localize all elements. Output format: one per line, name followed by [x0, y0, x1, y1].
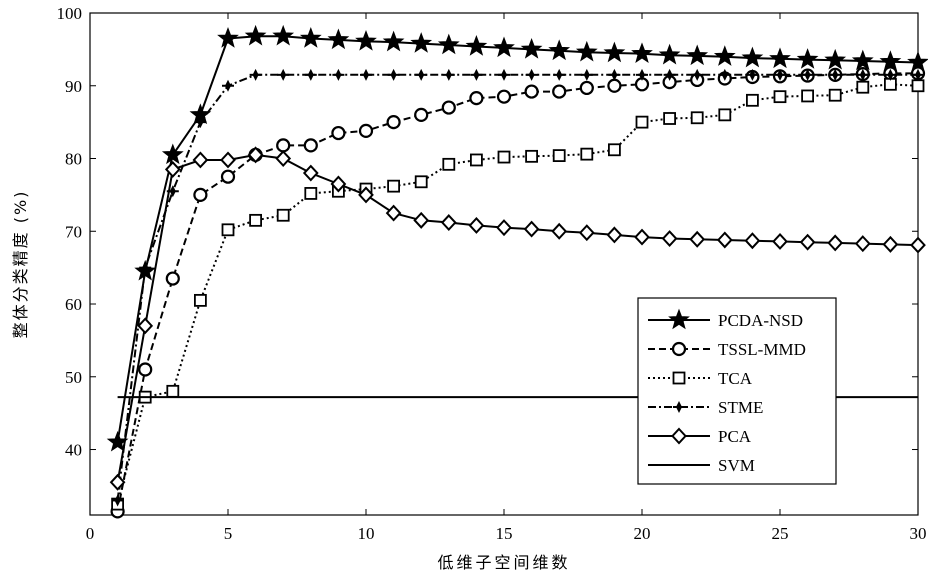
data-point-tca: [857, 82, 868, 93]
data-point-tssl-mmd: [470, 92, 482, 104]
data-point-tca: [637, 117, 648, 128]
x-tick-label: 20: [634, 524, 651, 543]
data-point-tssl-mmd: [277, 139, 289, 151]
data-point-tca: [416, 176, 427, 187]
data-point-tca: [913, 80, 924, 91]
data-point-tca: [747, 95, 758, 106]
x-tick-label: 10: [358, 524, 375, 543]
legend-entry-pca: PCA: [718, 427, 752, 446]
data-point-tssl-mmd: [194, 189, 206, 201]
y-axis-label: 整体分类精度 (%): [11, 190, 30, 339]
data-point-tca: [719, 109, 730, 120]
x-tick-label: 25: [772, 524, 789, 543]
data-point-tssl-mmd: [222, 171, 234, 183]
legend-entry-pcda-nsd: PCDA-NSD: [718, 311, 803, 330]
data-point-tca: [305, 188, 316, 199]
data-point-tca: [250, 215, 261, 226]
data-point-tca: [802, 90, 813, 101]
y-tick-label: 100: [57, 4, 83, 23]
data-point-tca: [692, 112, 703, 123]
data-point-tca: [167, 386, 178, 397]
y-tick-label: 50: [65, 368, 82, 387]
data-point-tca: [499, 152, 510, 163]
y-tick-label: 90: [65, 77, 82, 96]
data-point-tca: [471, 154, 482, 165]
data-point-tssl-mmd: [415, 109, 427, 121]
x-tick-label: 15: [496, 524, 513, 543]
legend-entry-stme: STME: [718, 398, 763, 417]
data-point-tssl-mmd: [553, 86, 565, 98]
legend-entry-svm: SVM: [718, 456, 755, 475]
data-point-tssl-mmd: [526, 86, 538, 98]
data-point-tssl-mmd: [581, 82, 593, 94]
x-tick-label: 5: [224, 524, 233, 543]
data-point-tssl-mmd: [608, 80, 620, 92]
x-axis-label: 低维子空间维数: [437, 553, 570, 572]
legend-entry-tca: TCA: [718, 369, 753, 388]
data-point-tca: [664, 113, 675, 124]
y-tick-label: 40: [65, 441, 82, 460]
y-tick-label: 60: [65, 295, 82, 314]
legend-marker-tca: [674, 373, 685, 384]
legend-marker-tssl-mmd: [673, 343, 685, 355]
data-point-tssl-mmd: [167, 273, 179, 285]
data-point-tssl-mmd: [332, 127, 344, 139]
data-point-tssl-mmd: [388, 116, 400, 128]
data-point-tca: [195, 295, 206, 306]
legend-entry-tssl-mmd: TSSL-MMD: [718, 340, 806, 359]
data-point-tssl-mmd: [498, 91, 510, 103]
data-point-tca: [609, 144, 620, 155]
data-point-tca: [830, 90, 841, 101]
data-point-tca: [581, 149, 592, 160]
data-point-tca: [443, 159, 454, 170]
data-point-tssl-mmd: [305, 139, 317, 151]
data-point-tca: [554, 150, 565, 161]
data-point-tca: [223, 224, 234, 235]
data-point-tca: [388, 181, 399, 192]
data-point-tssl-mmd: [443, 102, 455, 114]
data-point-tssl-mmd: [360, 125, 372, 137]
y-tick-label: 80: [65, 150, 82, 169]
data-point-tca: [775, 91, 786, 102]
y-tick-label: 70: [65, 222, 82, 241]
data-point-tca: [278, 210, 289, 221]
data-point-tssl-mmd: [139, 363, 151, 375]
legend: PCDA-NSD TSSL-MMD TCA STME PCA SVM: [638, 298, 836, 484]
x-tick-label: 30: [910, 524, 927, 543]
x-tick-label: 0: [86, 524, 95, 543]
data-point-tca: [526, 151, 537, 162]
